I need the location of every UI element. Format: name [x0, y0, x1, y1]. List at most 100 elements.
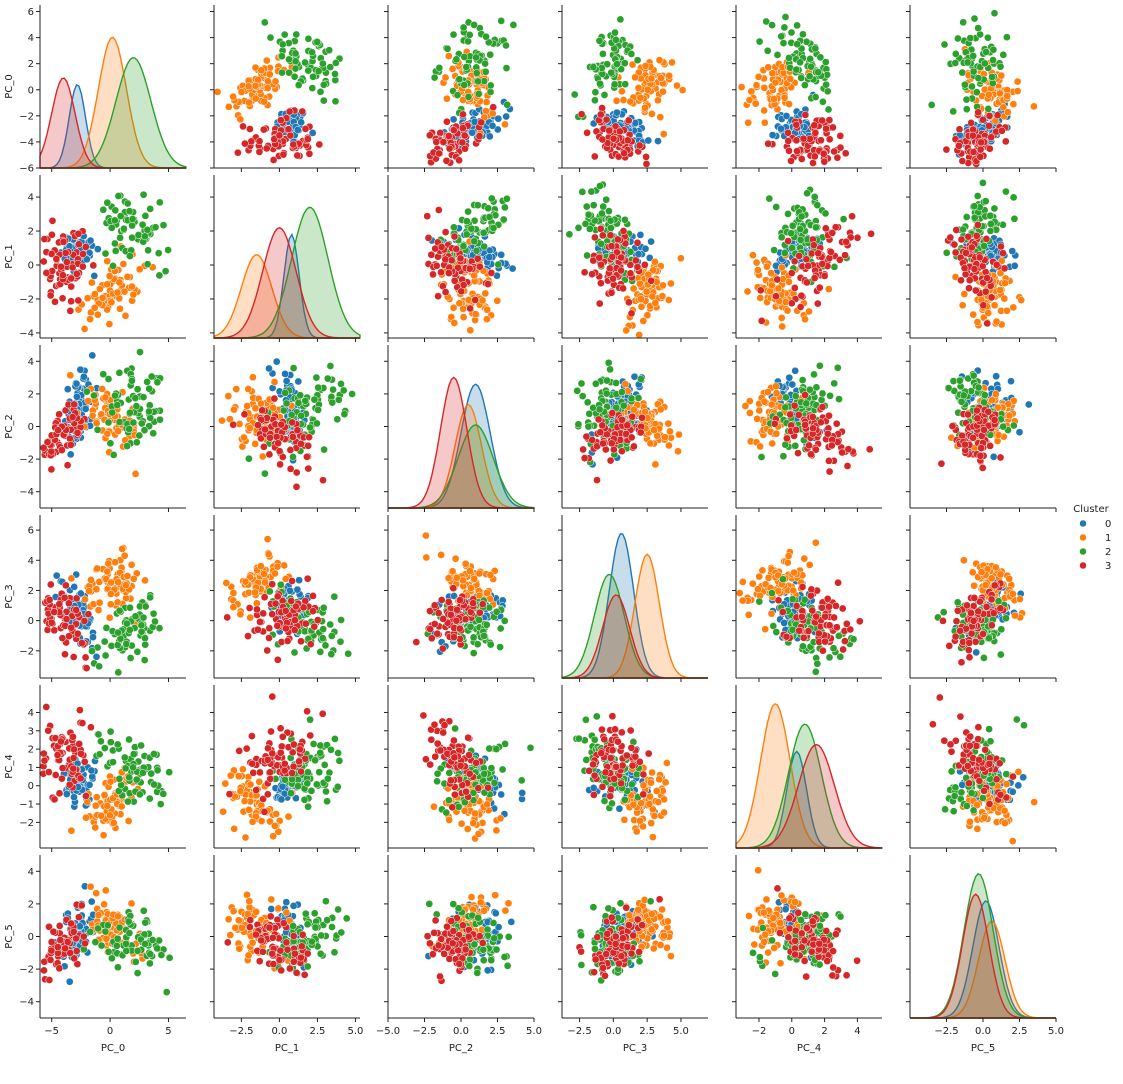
- scatter-point-cluster-1: [659, 282, 666, 289]
- scatter-point-cluster-2: [989, 73, 996, 80]
- scatter-point-cluster-2: [982, 198, 989, 205]
- scatter-point-cluster-3: [621, 150, 628, 157]
- scatter-point-cluster-1: [746, 409, 753, 416]
- scatter-point-cluster-3: [837, 144, 844, 151]
- scatter-point-cluster-3: [287, 446, 294, 453]
- scatter-point-cluster-2: [328, 632, 335, 639]
- scatter-point-cluster-2: [326, 47, 333, 54]
- scatter-point-cluster-2: [773, 203, 780, 210]
- scatter-point-cluster-1: [84, 295, 91, 302]
- scatter-point-cluster-3: [260, 610, 267, 617]
- scatter-point-cluster-2: [637, 375, 644, 382]
- scatter-point-cluster-2: [1000, 51, 1007, 58]
- scatter-point-cluster-3: [435, 206, 442, 213]
- scatter-point-cluster-2: [788, 230, 795, 237]
- scatter-point-cluster-3: [636, 142, 643, 149]
- scatter-point-cluster-2: [817, 54, 824, 61]
- scatter-point-cluster-3: [75, 297, 82, 304]
- scatter-point-cluster-2: [970, 52, 977, 59]
- scatter-point-cluster-3: [977, 452, 984, 459]
- scatter-point-cluster-3: [819, 260, 826, 267]
- scatter-point-cluster-3: [580, 446, 587, 453]
- scatter-point-cluster-3: [988, 134, 995, 141]
- scatter-point-cluster-3: [290, 141, 297, 148]
- scatter-point-cluster-1: [451, 319, 458, 326]
- scatter-point-cluster-1: [272, 78, 279, 85]
- scatter-point-cluster-2: [488, 195, 495, 202]
- scatter-point-cluster-3: [68, 624, 75, 631]
- scatter-point-cluster-3: [868, 230, 875, 237]
- scatter-point-cluster-2: [279, 41, 286, 48]
- scatter-point-cluster-2: [825, 106, 832, 113]
- scatter-point-cluster-2: [778, 234, 785, 241]
- scatter-point-cluster-1: [630, 406, 637, 413]
- scatter-point-cluster-2: [607, 224, 614, 231]
- scatter-point-cluster-2: [146, 385, 153, 392]
- scatter-point-cluster-1: [673, 82, 680, 89]
- scatter-point-cluster-3: [63, 258, 70, 265]
- scatter-point-cluster-0: [486, 133, 493, 140]
- scatter-point-cluster-1: [252, 440, 259, 447]
- scatter-point-cluster-3: [75, 230, 82, 237]
- scatter-point-cluster-2: [481, 243, 488, 250]
- scatter-point-cluster-2: [147, 205, 154, 212]
- scatter-point-cluster-2: [814, 202, 821, 209]
- scatter-point-cluster-3: [608, 243, 615, 250]
- scatter-point-cluster-1: [761, 398, 768, 405]
- scatter-point-cluster-3: [788, 300, 795, 307]
- scatter-point-cluster-2: [160, 222, 167, 229]
- scatter-point-cluster-1: [993, 318, 1000, 325]
- scatter-point-cluster-0: [777, 125, 784, 132]
- scatter-point-cluster-3: [69, 414, 76, 421]
- scatter-point-cluster-2: [321, 446, 328, 453]
- scatter-point-cluster-3: [641, 261, 648, 268]
- scatter-point-cluster-1: [764, 389, 771, 396]
- scatter-point-cluster-3: [826, 468, 833, 475]
- scatter-point-cluster-1: [104, 430, 111, 437]
- scatter-point-cluster-3: [784, 129, 791, 136]
- scatter-point-cluster-2: [970, 372, 977, 379]
- scatter-point-cluster-3: [278, 421, 285, 428]
- scatter-point-cluster-0: [486, 254, 493, 261]
- scatter-point-cluster-0: [71, 583, 78, 590]
- scatter-point-cluster-2: [282, 389, 289, 396]
- scatter-point-cluster-2: [129, 222, 136, 229]
- scatter-point-cluster-2: [603, 377, 610, 384]
- scatter-point-cluster-0: [82, 405, 89, 412]
- scatter-point-cluster-3: [305, 442, 312, 449]
- scatter-point-cluster-1: [635, 84, 642, 91]
- scatter-point-cluster-3: [56, 411, 63, 418]
- scatter-point-cluster-2: [804, 190, 811, 197]
- scatter-point-cluster-2: [964, 59, 971, 66]
- scatter-point-cluster-1: [128, 561, 135, 568]
- scatter-point-cluster-1: [245, 83, 252, 90]
- y-axis-label: PC_2: [4, 414, 15, 438]
- scatter-point-cluster-3: [67, 307, 74, 314]
- scatter-point-cluster-1: [230, 589, 237, 596]
- scatter-point-cluster-2: [607, 217, 614, 224]
- scatter-point-cluster-2: [834, 364, 841, 371]
- scatter-point-cluster-2: [975, 75, 982, 82]
- scatter-point-cluster-2: [116, 418, 123, 425]
- scatter-point-cluster-2: [1010, 194, 1017, 201]
- scatter-point-cluster-3: [866, 446, 873, 453]
- scatter-point-cluster-2: [317, 88, 324, 95]
- scatter-point-cluster-0: [91, 272, 98, 279]
- scatter-point-cluster-1: [744, 288, 751, 295]
- scatter-point-cluster-1: [223, 579, 230, 586]
- scatter-point-cluster-1: [247, 614, 254, 621]
- scatter-point-cluster-0: [89, 634, 96, 641]
- scatter-point-cluster-1: [643, 288, 650, 295]
- scatter-point-cluster-3: [59, 272, 66, 279]
- scatter-point-cluster-3: [825, 412, 832, 419]
- y-tick-label: −2: [19, 646, 34, 657]
- scatter-point-cluster-2: [592, 380, 599, 387]
- scatter-point-cluster-1: [989, 397, 996, 404]
- scatter-point-cluster-2: [465, 208, 472, 215]
- scatter-point-cluster-3: [64, 462, 71, 469]
- scatter-point-cluster-2: [283, 400, 290, 407]
- scatter-point-cluster-1: [768, 401, 775, 408]
- scatter-point-cluster-3: [456, 157, 463, 164]
- scatter-point-cluster-1: [644, 312, 651, 319]
- scatter-point-cluster-2: [788, 29, 795, 36]
